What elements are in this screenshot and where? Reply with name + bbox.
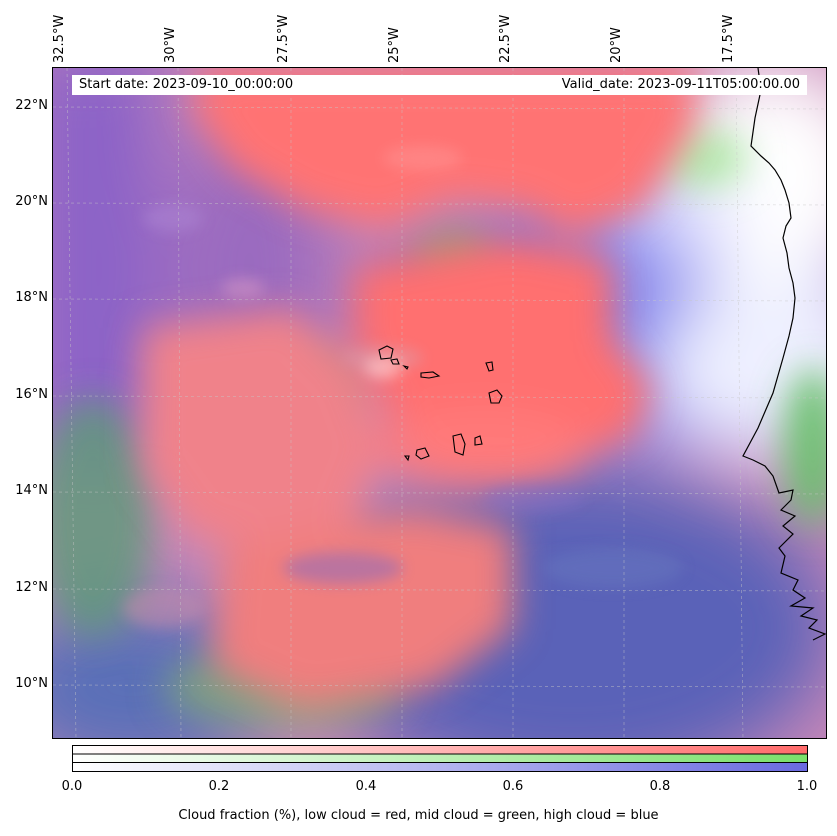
colorbar-tick: 0.8 <box>649 779 671 794</box>
island <box>452 433 466 456</box>
island <box>402 364 409 370</box>
island <box>415 447 430 460</box>
island <box>420 371 441 379</box>
lon-label: 22.5°W <box>498 14 513 63</box>
map-panel <box>52 67 827 739</box>
lat-label: 10°N <box>15 676 48 691</box>
cape-verde-islands <box>378 345 503 462</box>
island <box>403 455 410 462</box>
lon-label: 32.5°W <box>52 14 67 63</box>
lon-label: 17.5°W <box>721 14 736 63</box>
start-date-text: Start date: 2023-09-10_00:00:00 <box>79 77 294 92</box>
island <box>390 358 400 365</box>
cloud-field <box>53 68 826 738</box>
colorbar-tick: 0.2 <box>208 779 230 794</box>
lon-label: 27.5°W <box>276 14 291 63</box>
lat-label: 12°N <box>15 580 48 595</box>
colorbar <box>72 745 808 772</box>
island <box>485 361 494 372</box>
low-cloud-colorbar <box>72 745 808 755</box>
mid-cloud-colorbar <box>72 753 808 763</box>
colorbar-tick: 0.6 <box>502 779 524 794</box>
colorbar-tick: 0.4 <box>355 779 377 794</box>
lon-label: 20°W <box>609 27 624 63</box>
date-banner: Start date: 2023-09-10_00:00:00 Valid_da… <box>72 75 807 95</box>
lat-label: 22°N <box>15 98 48 113</box>
lon-label: 25°W <box>387 27 402 63</box>
lat-label: 20°N <box>15 194 48 209</box>
colorbar-tick: 0.0 <box>61 779 83 794</box>
african-coastline <box>742 68 826 641</box>
colorbar-label: Cloud fraction (%), low cloud = red, mid… <box>178 808 659 823</box>
island <box>378 345 394 360</box>
island <box>474 435 483 446</box>
lat-label: 14°N <box>15 483 48 498</box>
lat-label: 18°N <box>15 290 48 305</box>
colorbar-tick: 1.0 <box>796 779 818 794</box>
lat-label: 16°N <box>15 387 48 402</box>
cloud-map <box>53 68 826 738</box>
island <box>488 389 503 404</box>
lon-label: 30°W <box>163 27 178 63</box>
high-cloud-colorbar <box>72 762 808 772</box>
valid-date-text: Valid_date: 2023-09-11T05:00:00.00 <box>561 77 800 92</box>
gridlines <box>53 68 826 738</box>
cloud-texture <box>123 146 683 628</box>
